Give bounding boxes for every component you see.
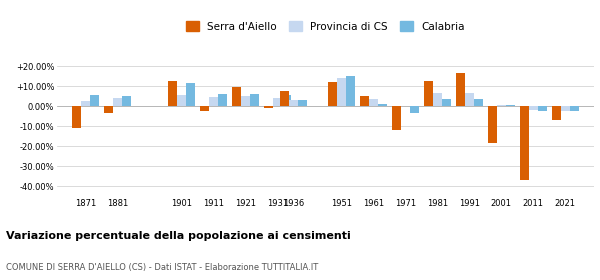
Text: Variazione percentuale della popolazione ai censimenti: Variazione percentuale della popolazione… <box>6 231 351 241</box>
Bar <box>529 106 538 110</box>
Text: COMUNE DI SERRA D'AIELLO (CS) - Dati ISTAT - Elaborazione TUTTITALIA.IT: COMUNE DI SERRA D'AIELLO (CS) - Dati IST… <box>6 263 318 272</box>
Bar <box>113 98 122 106</box>
Bar <box>520 106 529 180</box>
Bar <box>497 105 506 106</box>
Bar <box>280 91 289 106</box>
Bar <box>218 94 227 106</box>
Bar <box>122 96 131 106</box>
Legend: Serra d'Aiello, Provincia di CS, Calabria: Serra d'Aiello, Provincia di CS, Calabri… <box>184 19 467 34</box>
Bar <box>273 98 282 106</box>
Bar <box>369 99 378 106</box>
Bar <box>209 97 218 106</box>
Bar <box>337 78 346 106</box>
Bar <box>433 93 442 106</box>
Bar <box>506 105 515 106</box>
Bar <box>282 95 291 106</box>
Bar <box>90 95 99 106</box>
Bar <box>561 106 570 111</box>
Bar <box>465 93 474 106</box>
Bar <box>298 100 307 106</box>
Bar <box>538 106 547 111</box>
Bar <box>168 81 177 106</box>
Bar <box>200 106 209 111</box>
Bar <box>250 94 259 106</box>
Bar <box>346 76 355 106</box>
Bar <box>73 106 81 128</box>
Bar <box>241 96 250 106</box>
Bar <box>328 82 337 106</box>
Bar <box>442 99 451 106</box>
Bar <box>360 96 369 106</box>
Bar <box>392 106 401 130</box>
Bar <box>552 106 561 120</box>
Bar <box>410 106 419 113</box>
Bar <box>570 106 578 111</box>
Bar <box>232 87 241 106</box>
Bar <box>424 81 433 106</box>
Bar <box>378 104 387 106</box>
Bar <box>264 106 273 108</box>
Bar <box>177 95 186 106</box>
Bar <box>104 106 113 113</box>
Bar <box>186 83 195 106</box>
Bar <box>488 106 497 143</box>
Bar <box>81 101 90 106</box>
Bar <box>456 73 465 106</box>
Bar <box>289 100 298 106</box>
Bar <box>474 99 483 106</box>
